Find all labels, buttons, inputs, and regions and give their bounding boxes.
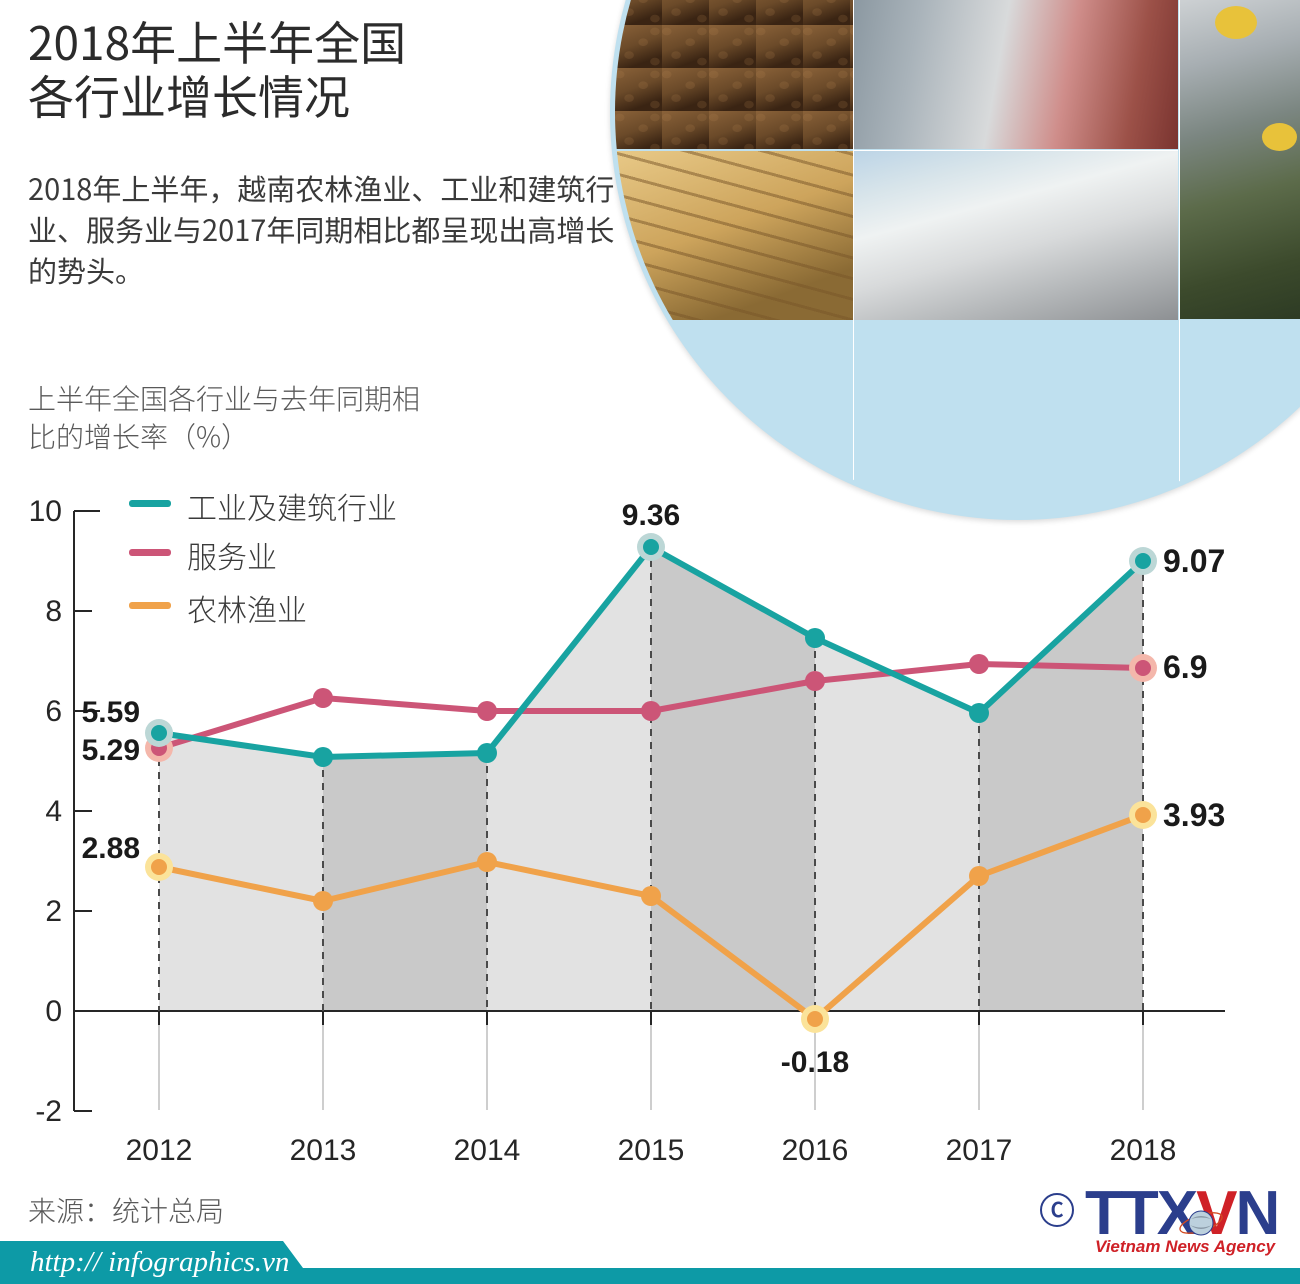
svg-text:http:// infographics.vn: http:// infographics.vn <box>30 1246 289 1278</box>
